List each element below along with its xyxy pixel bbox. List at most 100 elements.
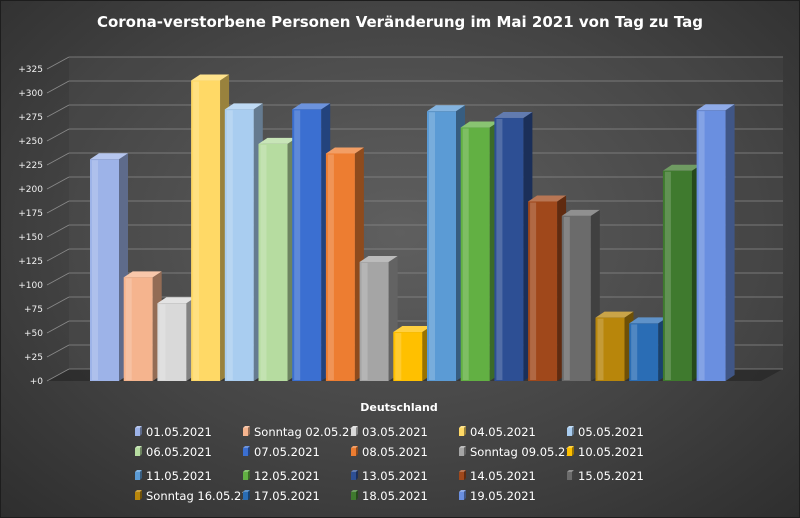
bar — [325, 147, 364, 381]
legend-label: 08.05.2021 — [362, 445, 428, 459]
legend-swatch-icon — [135, 470, 142, 480]
bar — [662, 164, 701, 381]
legend-item: Sonntag 16.05.21 — [135, 489, 249, 503]
legend-label: 13.05.2021 — [362, 469, 428, 483]
legend-swatch-icon — [567, 446, 574, 456]
y-tick-label: +0 — [30, 377, 44, 387]
y-tick-label: +150 — [18, 233, 43, 243]
legend-swatch-icon — [459, 470, 466, 480]
legend-item: 15.05.2021 — [567, 469, 644, 483]
legend-swatch-icon — [459, 426, 466, 436]
x-category-label: Deutschland — [360, 401, 437, 414]
legend-item: 05.05.2021 — [567, 425, 644, 439]
legend-swatch-icon — [243, 490, 250, 500]
legend-item: 04.05.2021 — [459, 425, 536, 439]
legend-item: Sonntag 09.05.21 — [459, 445, 573, 459]
legend-item: Sonntag 02.05.21 — [243, 425, 357, 439]
y-tick-label: +25 — [24, 353, 43, 363]
legend-label: 03.05.2021 — [362, 425, 428, 439]
legend-item: 07.05.2021 — [243, 445, 320, 459]
gridline — [46, 128, 783, 142]
bar — [460, 121, 499, 381]
bar — [494, 111, 533, 382]
legend-item: 13.05.2021 — [351, 469, 428, 483]
bar — [157, 297, 196, 381]
legend-label: 05.05.2021 — [578, 425, 644, 439]
legend-item: 03.05.2021 — [351, 425, 428, 439]
legend-item: 14.05.2021 — [459, 469, 536, 483]
bar — [224, 103, 263, 381]
y-tick-label: +275 — [18, 113, 43, 123]
legend-swatch-icon — [567, 426, 574, 436]
legend-swatch-icon — [243, 446, 250, 456]
legend-label: 04.05.2021 — [470, 425, 536, 439]
bar — [359, 255, 398, 381]
bars — [90, 74, 735, 382]
legend-swatch-icon — [243, 426, 250, 436]
y-tick-label: +100 — [18, 281, 43, 291]
legend-label: Sonntag 09.05.21 — [470, 445, 573, 459]
y-tick-label: +225 — [18, 161, 43, 171]
chart-title: Corona-verstorbene Personen Veränderung … — [97, 13, 703, 31]
bar — [123, 271, 162, 381]
legend-label: Sonntag 02.05.21 — [254, 425, 357, 439]
gridline — [46, 56, 783, 70]
y-tick-label: +125 — [18, 257, 43, 267]
y-tick-label: +175 — [18, 209, 43, 219]
legend-item: 17.05.2021 — [243, 489, 320, 503]
legend-label: 01.05.2021 — [146, 425, 212, 439]
legend-swatch-icon — [351, 490, 358, 500]
legend-swatch-icon — [351, 426, 358, 436]
y-tick-label: +325 — [18, 65, 43, 75]
bar — [393, 326, 432, 381]
legend-swatch-icon — [567, 470, 574, 480]
gridline — [46, 80, 783, 94]
bar — [90, 153, 128, 381]
legend-swatch-icon — [351, 470, 358, 480]
y-tick-label: +250 — [18, 137, 43, 147]
legend-swatch-icon — [459, 490, 466, 500]
legend-label: 17.05.2021 — [254, 489, 320, 503]
legend-swatch-icon — [135, 426, 142, 436]
legend-swatch-icon — [135, 446, 142, 456]
legend-swatch-icon — [135, 490, 142, 500]
legend: 01.05.2021 Sonntag 02.05.21 03.05.2021 04.0… — [135, 425, 644, 503]
legend-item: 11.05.2021 — [135, 469, 212, 483]
gridline — [46, 104, 783, 118]
legend-label: 18.05.2021 — [362, 489, 428, 503]
legend-swatch-icon — [351, 446, 358, 456]
legend-label: 19.05.2021 — [470, 489, 536, 503]
y-tick-label: +50 — [24, 329, 43, 339]
legend-label: 06.05.2021 — [146, 445, 212, 459]
legend-item: 01.05.2021 — [135, 425, 212, 439]
legend-item: 06.05.2021 — [135, 445, 212, 459]
legend-swatch-icon — [459, 446, 466, 456]
legend-item: 19.05.2021 — [459, 489, 536, 503]
bar — [258, 137, 297, 381]
legend-label: 15.05.2021 — [578, 469, 644, 483]
legend-item: 12.05.2021 — [243, 469, 320, 483]
y-tick-label: +75 — [24, 305, 43, 315]
bar — [427, 105, 465, 382]
legend-item: 08.05.2021 — [351, 445, 428, 459]
legend-label: 11.05.2021 — [146, 469, 212, 483]
legend-swatch-icon — [243, 470, 250, 480]
legend-label: 14.05.2021 — [470, 469, 536, 483]
y-tick-label: +200 — [18, 185, 43, 195]
gridline — [46, 152, 783, 166]
legend-item: 18.05.2021 — [351, 489, 428, 503]
bar — [595, 311, 634, 381]
bar — [191, 74, 230, 382]
legend-label: 07.05.2021 — [254, 445, 320, 459]
legend-label: 10.05.2021 — [578, 445, 644, 459]
bar — [629, 317, 668, 381]
bar — [292, 103, 331, 381]
legend-label: Sonntag 16.05.21 — [146, 489, 249, 503]
y-tick-label: +300 — [18, 89, 43, 99]
bar — [528, 195, 567, 381]
bar — [696, 104, 735, 381]
bar — [561, 209, 600, 381]
y-axis-ticks: +0 +25 +50 +75 +100 +125 +150 +175 +200 +225 +250 +… — [18, 65, 43, 387]
